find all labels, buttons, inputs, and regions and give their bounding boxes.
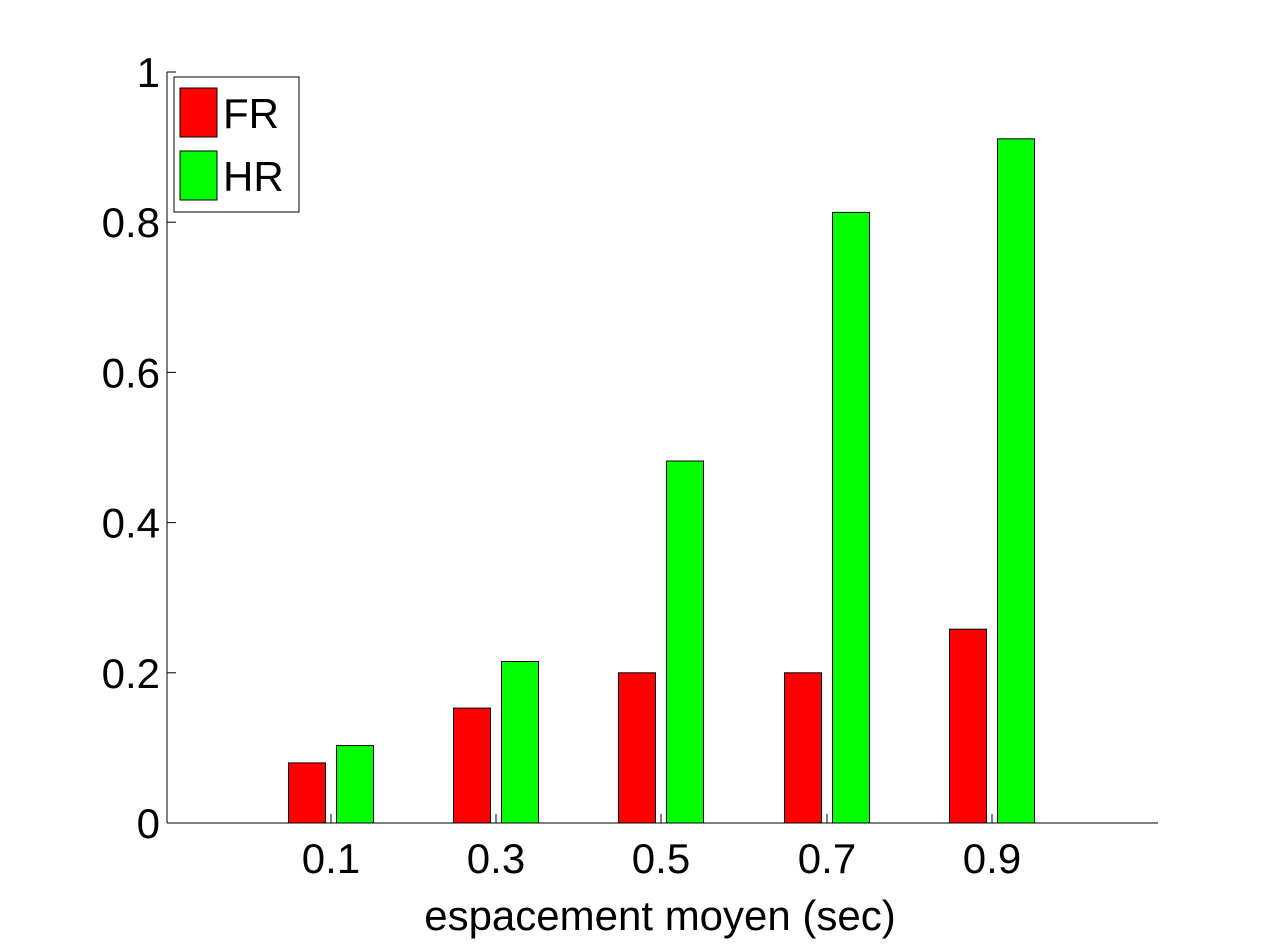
bar-fr-0.3 [453, 707, 491, 824]
x-tick-label: 0.9 [963, 835, 1021, 882]
y-tick-label: 1 [137, 49, 160, 96]
y-tick-label: 0.4 [102, 500, 160, 547]
legend-swatch-fr [179, 87, 218, 138]
x-tick-label: 0.5 [632, 835, 690, 882]
bar-fr-0.1 [288, 762, 326, 824]
bar-fr-0.5 [618, 672, 656, 824]
legend: FR HR [173, 76, 300, 213]
bars-group [288, 138, 1035, 824]
bar-fr-0.7 [784, 672, 822, 824]
legend-swatch-hr [179, 150, 218, 201]
x-tick-label: 0.7 [798, 835, 856, 882]
bar-fr-0.9 [949, 628, 987, 824]
legend-label-hr: HR [223, 153, 284, 200]
x-tick-label: 0.1 [302, 835, 360, 882]
x-tick-labels: 0.1 0.3 0.5 0.7 0.9 [302, 835, 1021, 882]
y-tick-labels: 0 0.2 0.4 0.6 0.8 1 [102, 49, 160, 847]
bar-hr-0.1 [336, 745, 374, 824]
x-axis-title: espacement moyen (sec) [424, 892, 896, 939]
y-tick-label: 0 [137, 800, 160, 847]
bar-hr-0.7 [832, 211, 870, 824]
ticks-group [167, 71, 993, 824]
bar-hr-0.5 [666, 460, 704, 824]
y-tick-label: 0.2 [102, 650, 160, 697]
bar-hr-0.9 [997, 138, 1035, 824]
x-tick-label: 0.3 [467, 835, 525, 882]
bar-hr-0.3 [501, 661, 539, 824]
legend-label-fr: FR [223, 90, 279, 137]
axes [166, 72, 1158, 824]
y-tick-label: 0.6 [102, 349, 160, 396]
y-tick-label: 0.8 [102, 199, 160, 246]
